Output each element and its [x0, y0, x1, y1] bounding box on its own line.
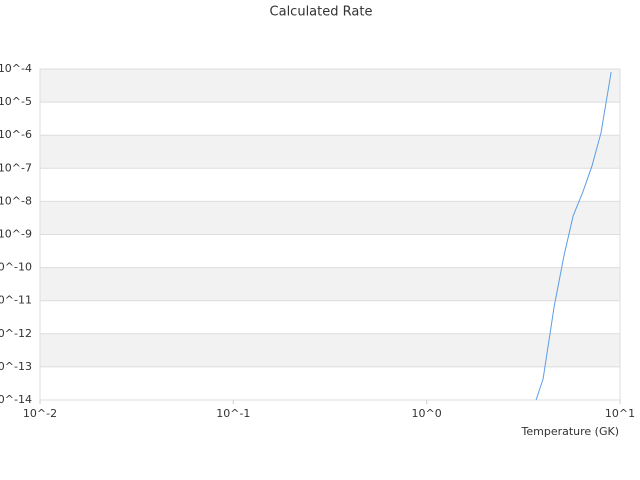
grid-band: [40, 69, 620, 103]
y-tick-label: 10^-11: [0, 294, 32, 307]
y-tick-label: 10^-8: [0, 194, 32, 207]
y-tick-label: 10^-14: [0, 393, 32, 406]
y-tick-label: 10^-10: [0, 261, 32, 274]
x-tick-label: 10^-1: [216, 407, 250, 420]
data-line: [535, 71, 612, 401]
plot-frame: [39, 68, 621, 401]
y-tick-label: 10^-6: [0, 128, 32, 141]
x-axis-label: Temperature (GK): [521, 425, 620, 438]
y-tick-label: 10^-9: [0, 228, 32, 241]
x-tick-label: 10^-2: [23, 407, 57, 420]
x-tick-label: 10^1: [605, 407, 635, 420]
x-tick-label: 10^0: [412, 407, 442, 420]
grid-band: [40, 135, 620, 169]
grid-band: [40, 201, 620, 235]
y-tick-label: 10^-4: [0, 62, 32, 75]
y-tick-label: 10^-12: [0, 327, 32, 340]
y-tick-label: 10^-7: [0, 161, 32, 174]
grid-band: [40, 333, 620, 367]
chart-title: Calculated Rate: [270, 5, 373, 20]
y-tick-label: 10^-13: [0, 360, 32, 373]
y-tick-label: 10^-5: [0, 95, 32, 108]
grid-band: [40, 267, 620, 301]
